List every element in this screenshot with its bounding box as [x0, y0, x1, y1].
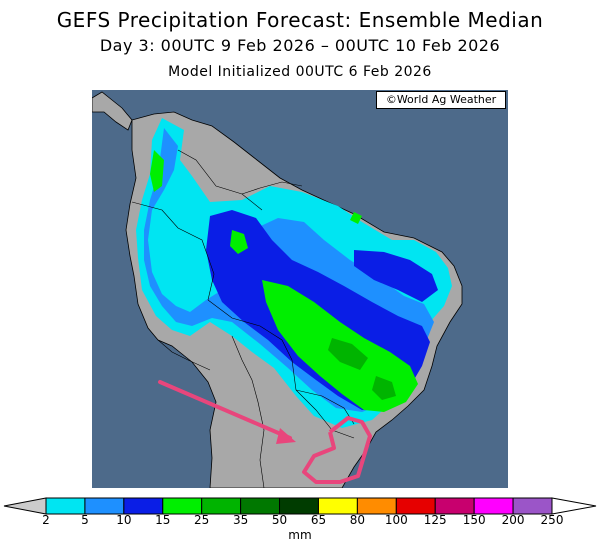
country-borders: [131, 149, 355, 488]
legend-tick-label: 25: [194, 513, 210, 527]
valid-period: Day 3: 00UTC 9 Feb 2026 – 00UTC 10 Feb 2…: [99, 36, 501, 55]
legend-tick-label: 250: [540, 513, 564, 527]
legend-tick-label: 2: [42, 513, 50, 527]
precip-map: [92, 90, 508, 488]
legend-unit: mm: [288, 528, 312, 542]
legend-tick-label: 125: [423, 513, 447, 527]
legend-bin: [201, 497, 242, 515]
legend-bin: [279, 497, 319, 515]
annotation-loop: [302, 416, 372, 484]
credit-label: ©World Ag Weather: [376, 91, 506, 109]
legend-tick-label: 200: [501, 513, 525, 527]
legend-bin: [123, 497, 164, 515]
legend-bin: [434, 497, 475, 515]
legend-bin: [240, 497, 281, 515]
legend-tick-label: 35: [232, 513, 249, 527]
precip-10-15mm-ne: [354, 250, 438, 302]
legend-tick-label: 5: [81, 513, 89, 527]
annotation-arrow-line: [158, 380, 292, 440]
legend-tick-label: 15: [155, 513, 171, 527]
legend-tick-label: 100: [384, 513, 408, 527]
legend-bin: [84, 497, 125, 515]
precip-25-35mm: [328, 338, 368, 370]
legend-bin: [395, 497, 436, 515]
legend-tick-label: 50: [271, 513, 288, 527]
precip-15-25mm-west: [230, 230, 248, 254]
precip-25-35mm-b: [372, 376, 396, 400]
legend-bin: [317, 497, 358, 515]
land-central-america: [92, 91, 133, 131]
legend-bin: [45, 497, 86, 515]
legend-bin: [162, 497, 203, 515]
annotation-arrow-head: [276, 428, 296, 444]
legend-bin: [356, 497, 397, 515]
legend-tick-label: 10: [116, 513, 132, 527]
legend-tick-label: 65: [310, 513, 327, 527]
map-title: GEFS Precipitation Forecast: Ensemble Me…: [56, 8, 544, 32]
legend-bin: [473, 497, 514, 515]
precip-legend: [3, 497, 597, 515]
legend-tick-label: 150: [462, 513, 486, 527]
init-time: Model Initialized 00UTC 6 Feb 2026: [168, 64, 432, 80]
legend-over-triangle: [551, 497, 597, 515]
legend-bin: [512, 497, 553, 515]
legend-under-triangle: [3, 497, 47, 515]
precip-15-25mm-ne: [350, 212, 362, 224]
legend-tick-label: 80: [349, 513, 366, 527]
precip-15-25mm-north: [150, 150, 164, 192]
